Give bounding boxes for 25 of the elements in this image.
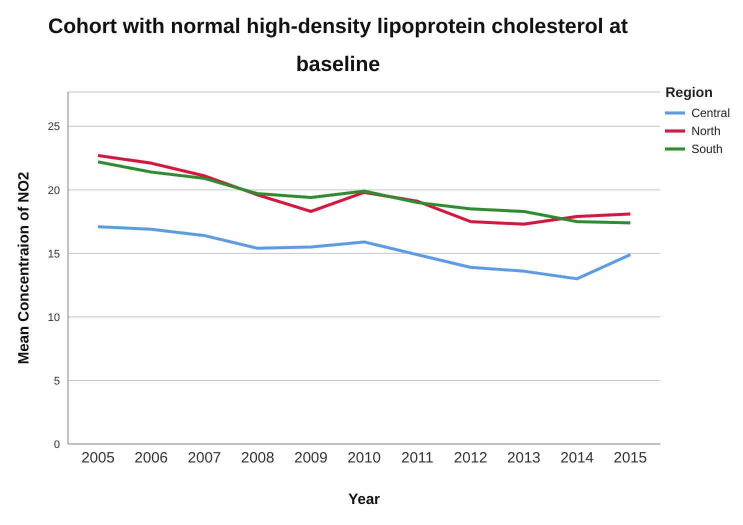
x-tick-label: 2013 — [507, 450, 541, 467]
y-tick-label: 10 — [48, 312, 60, 324]
y-tick-label: 20 — [48, 184, 60, 197]
y-tick-label: 25 — [48, 121, 60, 134]
legend-label: South — [691, 142, 723, 156]
y-tick-label: 5 — [54, 375, 60, 388]
x-axis-title: Year — [348, 491, 380, 508]
x-tick-label: 2011 — [401, 450, 434, 467]
x-tick-label: 2005 — [81, 450, 115, 467]
x-tick-label: 2010 — [347, 450, 381, 467]
line-series — [96, 225, 632, 280]
legend-title: Region — [665, 84, 714, 100]
x-tick-label: 2015 — [614, 450, 647, 467]
x-tick-label: 2006 — [134, 450, 168, 467]
y-tick-label: 0 — [54, 438, 60, 451]
x-tick-label: 2007 — [188, 450, 222, 467]
legend-label: Central — [691, 106, 730, 120]
chart-title: Cohort with normal high-density lipoprotein cholesterol at baseline — [47, 14, 629, 78]
y-tick-label: 15 — [48, 248, 60, 260]
x-tick-label: 2008 — [241, 450, 274, 467]
y-axis-title: Mean Concentraion of NO2 — [15, 172, 32, 364]
x-tick-label: 2012 — [454, 450, 488, 467]
x-tick-label: 2014 — [560, 450, 594, 467]
legend-label: North — [691, 124, 721, 138]
x-tick-label: 2009 — [294, 450, 328, 467]
